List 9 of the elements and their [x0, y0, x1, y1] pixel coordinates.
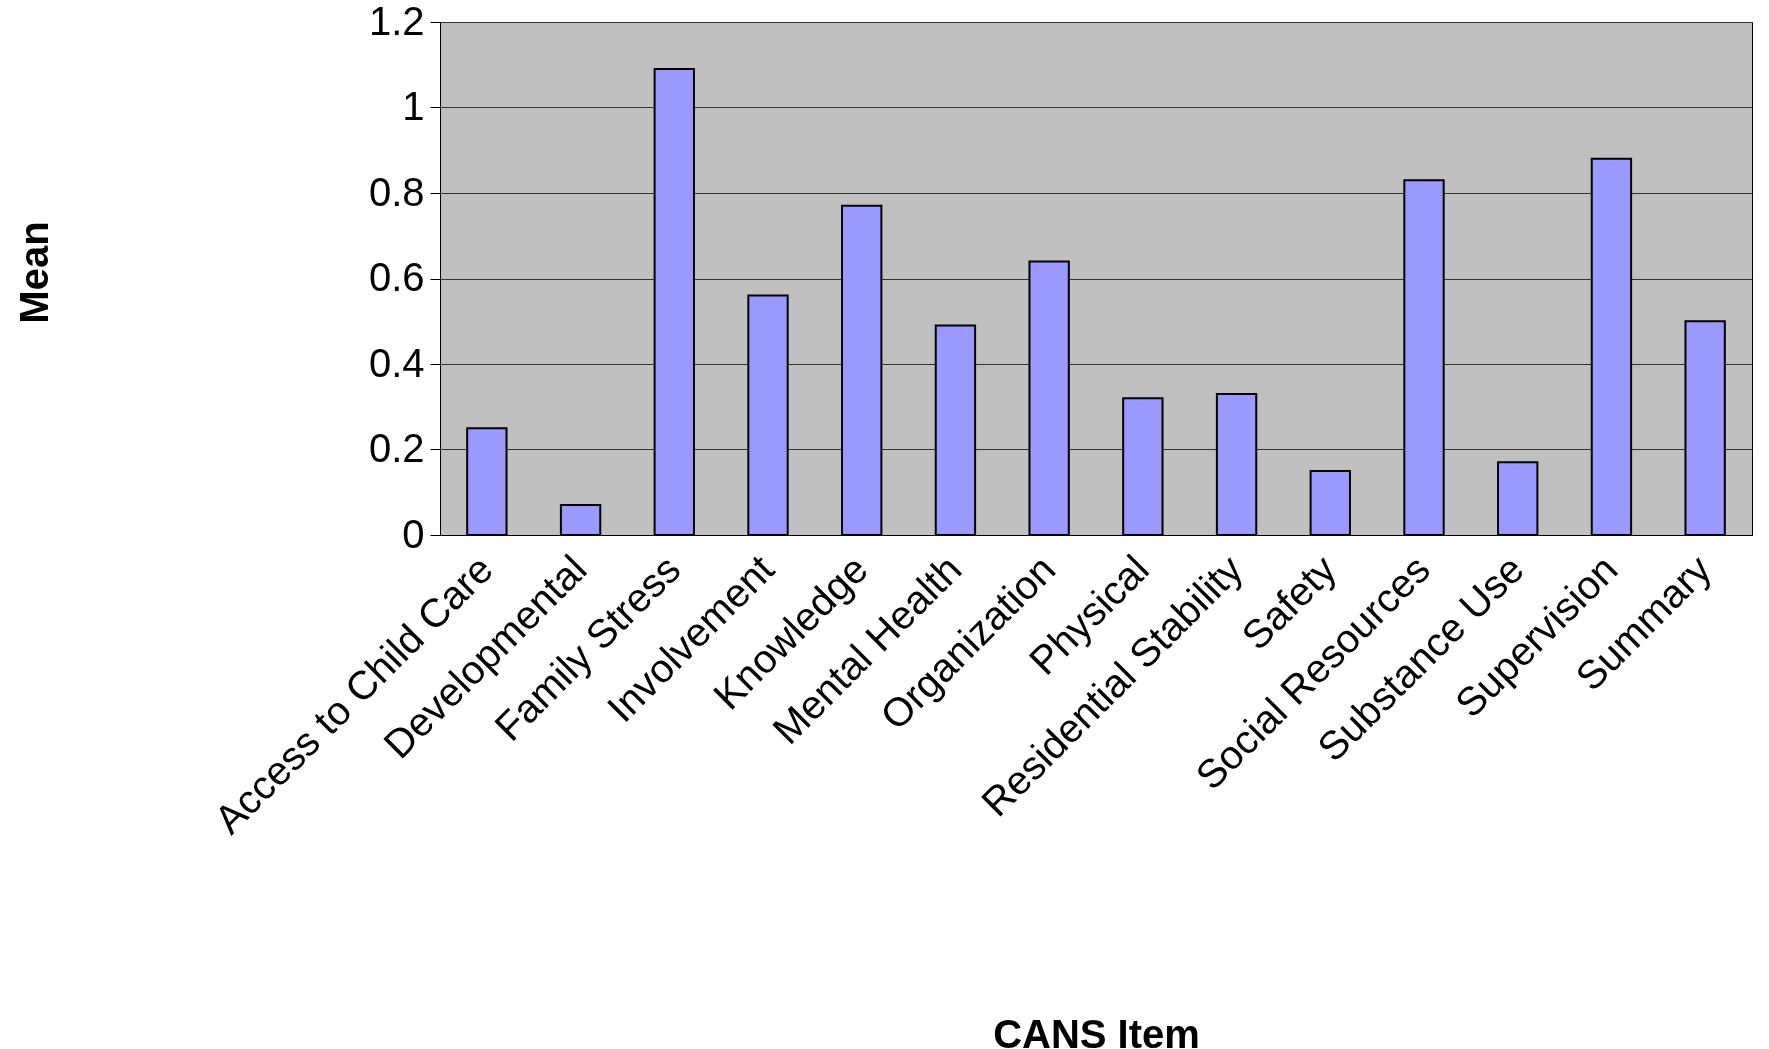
y-tick-label: 0.8: [368, 169, 425, 214]
y-tick-label: 1: [402, 84, 425, 128]
x-axis-title: CANS Item: [993, 1011, 1200, 1049]
y-tick-label: 0.6: [368, 255, 425, 299]
y-axis-title: Mean: [11, 221, 56, 324]
y-tick-label: 0.2: [368, 426, 425, 470]
y-tick-label: 0: [402, 511, 425, 556]
y-tick-label: 1.2: [368, 0, 425, 43]
y-tick-label: 0.4: [368, 340, 425, 385]
